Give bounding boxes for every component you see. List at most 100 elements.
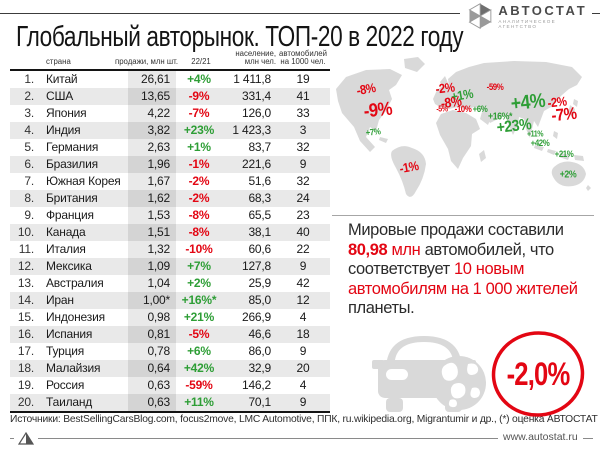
cell-rank: 5. xyxy=(24,140,34,154)
table-row: 3. Япония 4,22 -7% 126,0 33 xyxy=(10,105,330,122)
cell-per1000: 19 xyxy=(296,72,310,86)
cell-population: 1 411,8 xyxy=(233,72,271,86)
cell-population: 331,4 xyxy=(241,89,271,103)
table-row: 13. Австралия 1,04 +2% 25,9 42 xyxy=(10,275,330,292)
col-header-change: 22/21 xyxy=(191,57,211,67)
sources-note: Источники: BestSellingCarsBlog.com, focu… xyxy=(10,414,598,425)
cell-country: Южная Корея xyxy=(46,174,121,188)
cell-population: 65,5 xyxy=(248,208,271,222)
cell-population: 32,9 xyxy=(248,361,271,375)
cell-population: 221,6 xyxy=(241,157,271,171)
badge-circle-icon xyxy=(491,331,585,417)
page-title: Глобальный авторынок. ТОП-20 в 2022 году xyxy=(16,21,464,53)
cell-change: -2% xyxy=(188,191,210,205)
cell-sales: 1,32 xyxy=(128,241,176,258)
cell-sales: 1,96 xyxy=(128,156,176,173)
cell-per1000: 12 xyxy=(296,293,310,307)
table-row: 4. Индия 3,82 +23% 1 423,3 3 xyxy=(10,122,330,139)
cell-sales: 1,51 xyxy=(128,224,176,241)
cell-rank: 7. xyxy=(24,174,34,188)
cell-sales: 3,82 xyxy=(128,122,176,139)
cell-country: Австралия xyxy=(46,276,104,290)
cell-rank: 15. xyxy=(17,310,34,324)
cell-change: +7% xyxy=(187,259,211,273)
cell-per1000: 9 xyxy=(299,259,307,273)
cell-country: Иран xyxy=(46,293,74,307)
map-change-label: +4% xyxy=(509,89,547,116)
cell-change: +4% xyxy=(187,72,211,86)
table-row: 2. США 13,65 -9% 331,4 41 xyxy=(10,88,330,105)
cell-rank: 16. xyxy=(17,327,34,341)
col-header-per1000: автомобилей на 1000 чел. xyxy=(279,48,327,67)
world-map: -8% -9% +7% -1% -2% +1% -8% -5% -10% +6% -59% +16%*… xyxy=(332,57,598,205)
cell-rank: 19. xyxy=(17,378,34,392)
cell-change: +23% xyxy=(183,123,215,137)
cell-rank: 20. xyxy=(17,395,34,409)
cell-country: Британия xyxy=(46,191,98,205)
world-map-silhouette xyxy=(336,57,591,197)
cell-rank: 13. xyxy=(17,276,34,290)
cell-rank: 1. xyxy=(24,72,34,86)
map-change-label: -10% xyxy=(454,104,472,114)
cell-country: Таиланд xyxy=(46,395,93,409)
cell-country: Россия xyxy=(46,378,85,392)
table-row: 20. Таиланд 0,63 +11% 70,1 9 xyxy=(10,394,330,411)
cell-population: 127,8 xyxy=(241,259,271,273)
col-header-population: население, млн чел. xyxy=(235,48,276,67)
cell-population: 126,0 xyxy=(241,106,271,120)
table-row: 6. Бразилия 1,96 -1% 221,6 9 xyxy=(10,156,330,173)
cell-country: Индонезия xyxy=(46,310,105,324)
cell-change: -7% xyxy=(188,106,210,120)
map-change-label: -7% xyxy=(550,103,578,126)
table-body: 1. Китай 26,61 +4% 1 411,8 19 2. США 13,65 -9% 331… xyxy=(10,71,330,413)
table-row: 7. Южная Корея 1,67 -2% 51,6 32 xyxy=(10,173,330,190)
cell-sales: 0,98 xyxy=(128,309,176,326)
map-change-label: +42% xyxy=(530,138,550,148)
cell-rank: 10. xyxy=(17,225,34,239)
site-url: www.autostat.ru xyxy=(498,431,583,443)
cell-change: +21% xyxy=(183,310,215,324)
cell-sales: 1,04 xyxy=(128,275,176,292)
cell-population: 60,6 xyxy=(248,242,271,256)
autostat-logo: АВТОСТАТ АНАЛИТИЧЕСКОЕ АГЕНТСТВО xyxy=(460,0,592,32)
summary-seg-1: Мировые продажи составили xyxy=(348,221,564,239)
summary-sales-value: 80,98 xyxy=(348,240,388,259)
table-row: 10. Канада 1,51 -8% 38,1 40 xyxy=(10,224,330,241)
cell-country: Япония xyxy=(46,106,87,120)
cell-per1000: 20 xyxy=(296,361,310,375)
total-change-badge: -2,0% xyxy=(490,330,586,418)
cell-sales: 1,00* xyxy=(128,292,176,309)
cell-change: +1% xyxy=(187,140,211,154)
cell-sales: 1,53 xyxy=(128,207,176,224)
logo-name: АВТОСТАТ xyxy=(498,2,588,18)
cell-sales: 2,63 xyxy=(128,139,176,156)
cell-country: Малайзия xyxy=(46,361,101,375)
table-row: 11. Италия 1,32 -10% 60,6 22 xyxy=(10,241,330,258)
cell-per1000: 40 xyxy=(296,225,310,239)
cell-sales: 0,63 xyxy=(128,394,176,411)
cell-population: 25,9 xyxy=(248,276,271,290)
cell-per1000: 32 xyxy=(296,140,310,154)
cell-population: 266,9 xyxy=(241,310,271,324)
cell-country: Германия xyxy=(46,140,99,154)
table-row: 16. Испания 0,81 -5% 46,6 18 xyxy=(10,326,330,343)
map-change-label: -5% xyxy=(436,104,448,114)
map-change-label: +2% xyxy=(559,169,577,181)
cell-change: -5% xyxy=(188,327,210,341)
cell-change: -2% xyxy=(188,174,210,188)
cell-change: -8% xyxy=(188,208,210,222)
table-row: 1. Китай 26,61 +4% 1 411,8 19 xyxy=(10,71,330,88)
top20-table: страна продажи, млн шт. 22/21 население,… xyxy=(10,48,330,413)
cell-sales: 4,22 xyxy=(128,105,176,122)
cell-population: 68,3 xyxy=(248,191,271,205)
cell-population: 70,1 xyxy=(248,395,271,409)
cell-rank: 9. xyxy=(24,208,34,222)
cell-change: -8% xyxy=(188,225,210,239)
cell-rank: 8. xyxy=(24,191,34,205)
cell-sales: 0,63 xyxy=(128,377,176,394)
cell-per1000: 32 xyxy=(296,174,310,188)
cell-sales: 1,09 xyxy=(128,258,176,275)
map-change-label: +6% xyxy=(472,104,488,114)
cell-per1000: 9 xyxy=(299,344,307,358)
cell-country: Италия xyxy=(46,242,86,256)
